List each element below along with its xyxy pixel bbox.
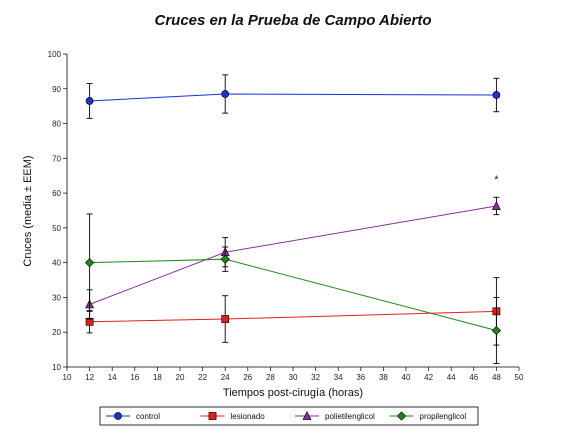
- data-point-propilenglicol: [491, 325, 502, 336]
- series-line-control: [89, 93, 497, 102]
- series-line-polietilenglicol: [89, 205, 497, 305]
- y-tick-label: 70: [52, 154, 61, 163]
- y-tick-label: 30: [52, 293, 61, 302]
- x-tick-label: 44: [447, 373, 456, 382]
- y-tick-label: 60: [52, 189, 61, 198]
- y-axis-label: Cruces (media ± EEM): [22, 155, 34, 266]
- legend: control lesionado polietilenglicol propilen…: [99, 406, 479, 426]
- legend-marker-lesionado: [208, 412, 217, 420]
- data-point-control: [492, 91, 501, 99]
- y-tick-label: 90: [52, 85, 61, 94]
- legend-marker-polietilenglicol: [302, 410, 312, 420]
- legend-marker-propilenglicol: [396, 411, 407, 421]
- x-tick-label: 34: [334, 373, 343, 382]
- x-tick-label: 32: [311, 373, 320, 382]
- data-point-propilenglicol: [84, 258, 95, 268]
- y-tick-label: 100: [48, 50, 62, 59]
- data-point-control: [221, 90, 230, 98]
- legend-marker-control: [114, 412, 122, 420]
- x-axis-label: Tiempos post-cirugía (horas): [223, 387, 363, 399]
- legend-label-lesionado: lesionado: [231, 412, 266, 421]
- x-tick-label: 26: [243, 373, 252, 382]
- legend-box: [99, 406, 479, 426]
- x-tick-label: 42: [424, 373, 433, 382]
- data-point-propilenglicol: [220, 254, 230, 264]
- x-tick-label: 20: [176, 373, 185, 382]
- x-tick-label: 48: [492, 373, 501, 382]
- series-polietilenglicol: [85, 196, 501, 320]
- x-tick-label: 14: [108, 373, 117, 382]
- chart-title: Cruces en la Prueba de Campo Abierto: [154, 12, 431, 29]
- x-tick-label: 38: [379, 373, 388, 382]
- data-point-control: [85, 97, 94, 105]
- annotation-marker: *: [494, 174, 499, 186]
- x-tick-label: 36: [356, 373, 365, 382]
- legend-label-propilenglicol: propilenglicol: [420, 412, 467, 421]
- x-tick-label: 50: [515, 373, 524, 382]
- data-marks: *: [84, 74, 502, 364]
- y-tick-label: 80: [52, 120, 61, 129]
- data-point-polietilenglicol: [491, 200, 501, 210]
- x-tick-label: 22: [198, 373, 207, 382]
- x-tick-label: 16: [130, 373, 139, 382]
- axes: 10 12 14 16 18 20 22 24 26 28 30 32 34 36 38 40 42 44 46 48…: [48, 50, 524, 382]
- data-point-lesionado: [221, 315, 230, 323]
- x-tick-label: 46: [469, 373, 478, 382]
- x-tick-label: 30: [289, 373, 298, 382]
- x-tick-label: 28: [266, 373, 275, 382]
- series-propilenglicol: [84, 213, 502, 364]
- series-line-propilenglicol: [89, 258, 497, 331]
- series-lesionado: [85, 277, 501, 346]
- x-tick-label: 18: [153, 373, 162, 382]
- y-tick-label: 10: [52, 363, 61, 372]
- y-tick-label: 40: [52, 259, 61, 268]
- y-tick-label: 20: [52, 328, 61, 337]
- x-tick-label: 24: [221, 373, 230, 382]
- x-tick-label: 10: [63, 373, 72, 382]
- legend-label-control: control: [136, 412, 160, 421]
- x-tick-label: 12: [85, 373, 94, 382]
- series-control: [85, 74, 501, 119]
- y-tick-label: 50: [52, 224, 61, 233]
- legend-label-polietilenglicol: polietilenglicol: [325, 412, 375, 421]
- x-tick-label: 40: [402, 373, 411, 382]
- series-line-lesionado: [89, 310, 497, 323]
